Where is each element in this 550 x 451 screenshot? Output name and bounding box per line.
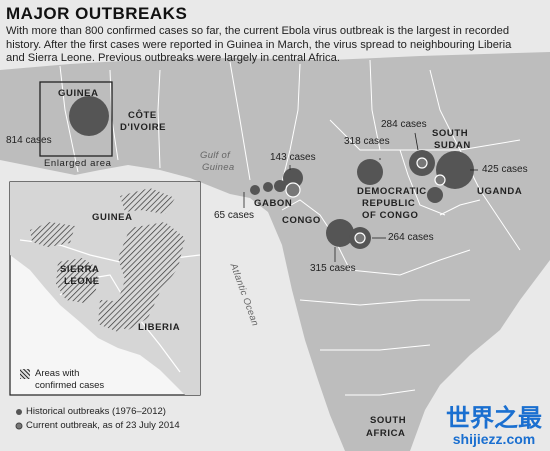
hatch-swatch-icon [20, 369, 30, 379]
cases-gabon-65: 65 cases [214, 210, 255, 221]
label-south-sudan-line1: SOUTH [432, 128, 469, 139]
intro-description: With more than 800 confirmed cases so fa… [6, 25, 512, 64]
cases-guinea: 814 cases [6, 135, 52, 146]
label-drc-line3: OF CONGO [362, 210, 419, 221]
legend-historical-label: Historical outbreaks (1976–2012) [26, 406, 166, 417]
cases-drc-315: 315 cases [310, 263, 356, 274]
inset-label-sierra-leone-line1: SIERRA [60, 264, 100, 275]
label-gabon: GABON [254, 198, 293, 209]
outbreak-markers [69, 96, 474, 249]
label-drc-line2: REPUBLIC [362, 198, 416, 209]
inset-confirmed-areas [30, 188, 185, 332]
site-watermark: 世界之最 shijiezz.com [446, 405, 542, 447]
legend-historical-dot [16, 409, 22, 415]
marker-gabon-2 [263, 182, 273, 192]
cases-drc-318: 318 cases [344, 136, 390, 147]
inset-legend-line1: Areas with [35, 368, 80, 379]
label-guinea-gulf: Guinea [202, 162, 235, 173]
inset-label-guinea: GUINEA [92, 212, 133, 223]
marker-drc-north [357, 159, 383, 185]
marker-drc-current [354, 232, 366, 244]
watermark-url: shijiezz.com [452, 431, 536, 447]
map-legend: Historical outbreaks (1976–2012) Current… [14, 405, 180, 433]
marker-guinea [69, 96, 109, 136]
label-gulf-of: Gulf of [200, 150, 231, 161]
marker-gabon-current [285, 182, 301, 198]
label-cote-divoire-line2: D'IVOIRE [120, 122, 167, 133]
label-uganda: UGANDA [477, 186, 523, 197]
label-guinea: GUINEA [58, 88, 99, 99]
legend-historical: Historical outbreaks (1976–2012) [14, 405, 180, 419]
legend-current: Current outbreak, as of 23 July 2014 [14, 419, 180, 433]
label-south-africa-line2: AFRICA [366, 428, 406, 439]
label-south-sudan-line2: SUDAN [434, 140, 471, 151]
marker-uganda-2 [427, 187, 443, 203]
label-cote-divoire-line1: CÔTE [128, 110, 157, 121]
cases-gabon-143: 143 cases [270, 152, 316, 163]
label-congo: CONGO [282, 215, 321, 226]
enlarged-area-box [39, 81, 113, 157]
inset-legend: Areas with confirmed cases [20, 368, 104, 392]
inset-label-sierra-leone-line2: LEONE [64, 276, 100, 287]
marker-gabon-1 [250, 185, 260, 195]
marker-gabon-3 [274, 180, 286, 192]
cases-sudan-284: 284 cases [381, 119, 427, 130]
watermark-chinese: 世界之最 [446, 404, 542, 432]
legend-current-dot [15, 422, 23, 430]
marker-sudan-2 [416, 157, 428, 169]
enlarged-area-label: Enlarged area [44, 158, 112, 169]
marker-uganda-current [434, 174, 446, 186]
leader-lines [243, 132, 478, 262]
marker-drc-south-left [326, 219, 354, 247]
cases-drc-264: 264 cases [388, 232, 434, 243]
marker-gabon-4 [283, 168, 303, 188]
page-title: MAJOR OUTBREAKS [6, 4, 188, 23]
africa-landmass [0, 52, 550, 451]
cases-uganda-425: 425 cases [482, 164, 528, 175]
country-borders [59, 59, 521, 396]
inset-legend-line2: confirmed cases [35, 380, 105, 391]
label-drc-line1: DEMOCRATIC [357, 186, 427, 197]
inset-label-liberia: LIBERIA [138, 322, 181, 333]
legend-current-label: Current outbreak, as of 23 July 2014 [26, 420, 180, 431]
label-south-africa-line1: SOUTH [370, 415, 407, 426]
